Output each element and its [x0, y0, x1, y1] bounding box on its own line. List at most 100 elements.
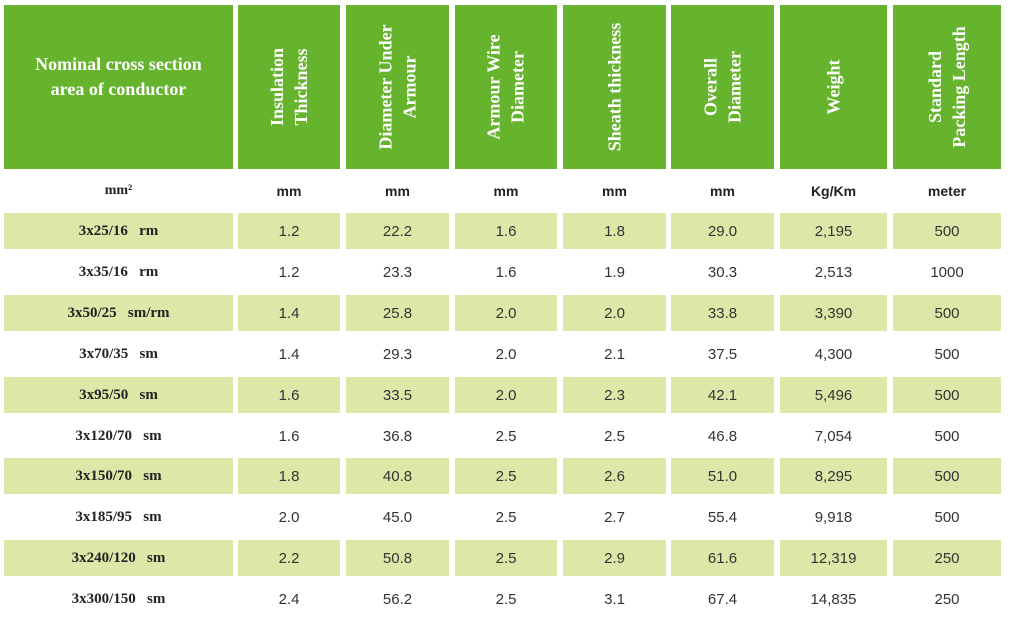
table-row-label: 3x120/70 sm	[75, 427, 162, 444]
table-cell: 2.5	[455, 540, 557, 576]
table-cell: 1.2	[278, 263, 300, 281]
table-cell: 1.6	[278, 427, 300, 445]
table-cell: 2.2	[238, 540, 340, 576]
unit-label: mm	[602, 183, 627, 199]
header-insulation-thickness: Insulation Thickness	[238, 5, 340, 169]
table-cell: 1.8	[563, 213, 666, 249]
table-cell: 42.1	[671, 377, 774, 413]
table-cell: 45.0	[382, 508, 413, 526]
table-cell: 2.0	[278, 508, 300, 526]
table-cell: 1.9	[604, 263, 625, 281]
table-cell: 1.4	[278, 345, 300, 363]
unit-label: meter	[927, 183, 967, 199]
table-cell: 1000	[930, 263, 964, 281]
table-cell: 30.3	[707, 263, 738, 281]
table-row-label: 3x70/35 sm	[79, 345, 158, 362]
table-cell: 500	[893, 458, 1001, 494]
unit-label: mm²	[104, 183, 133, 198]
table-cell: 25.8	[346, 295, 449, 331]
table-row-label: 3x95/50 sm	[4, 377, 233, 413]
table-cell: 2.6	[563, 458, 666, 494]
table-cell: 33.5	[346, 377, 449, 413]
table-cell: 29.0	[671, 213, 774, 249]
table-cell: 2.0	[455, 377, 557, 413]
table-cell: 4,300	[814, 345, 853, 363]
table-cell: 500	[934, 345, 960, 363]
table-cell: 1.6	[455, 213, 557, 249]
table-cell: 50.8	[346, 540, 449, 576]
table-row-label: 3x185/95 sm	[75, 508, 162, 525]
table-row-label: 3x35/16 rm	[78, 263, 159, 280]
table-cell: 2.5	[495, 508, 517, 526]
table-cell: 2.1	[604, 345, 625, 363]
unit-label: mm	[276, 183, 302, 199]
table-row-label: 3x50/25 sm/rm	[4, 295, 233, 331]
table-cell: 36.8	[382, 427, 413, 445]
table-row-label: 3x150/70 sm	[4, 458, 233, 494]
table-cell: 1.6	[495, 263, 517, 281]
table-cell: 2,513	[814, 263, 853, 281]
header-insulation-thickness-label: Insulation Thickness	[267, 47, 311, 127]
unit-label: mm	[493, 183, 519, 199]
table-cell: 2.5	[495, 427, 517, 445]
header-sheath-thickness-label: Sheath thickness	[604, 22, 625, 152]
header-nominal-cross-section: Nominal cross section area of conductor	[4, 5, 233, 169]
table-cell: 5,496	[780, 377, 887, 413]
unit-label: mm	[385, 183, 410, 199]
header-overall-diameter-label: Overall Diameter	[700, 51, 745, 123]
table-cell: 37.5	[707, 345, 738, 363]
table-cell: 67.4	[707, 590, 738, 608]
table-cell: 2.3	[563, 377, 666, 413]
header-sheath-thickness: Sheath thickness	[563, 5, 666, 169]
table-cell: 250	[934, 590, 960, 608]
table-cell: 500	[934, 508, 960, 526]
table-cell: 2.7	[604, 508, 625, 526]
table-cell: 1.4	[238, 295, 340, 331]
table-cell: 2.0	[455, 295, 557, 331]
table-cell: 1.8	[238, 458, 340, 494]
header-standard-packing-length: Standard Packing Length	[893, 5, 1001, 169]
table-cell: 2.5	[495, 590, 517, 608]
header-armour-wire-diameter-label: Armour Wire Diameter	[484, 34, 529, 140]
table-cell: 2.5	[455, 458, 557, 494]
table-cell: 500	[893, 213, 1001, 249]
table-cell: 8,295	[780, 458, 887, 494]
table-cell: 3,390	[780, 295, 887, 331]
table-row-label: 3x240/120 sm	[4, 540, 233, 576]
header-diameter-under-armour: Diameter Under Armour	[346, 5, 449, 169]
table-cell: 2,195	[780, 213, 887, 249]
table-cell: 12,319	[780, 540, 887, 576]
table-cell: 55.4	[707, 508, 738, 526]
header-weight: Weight	[780, 5, 887, 169]
header-weight-label: Weight	[823, 59, 844, 115]
table-cell: 14,835	[810, 590, 857, 608]
table-cell: 2.0	[495, 345, 517, 363]
header-standard-packing-length-label: Standard Packing Length	[925, 26, 969, 148]
header-diameter-under-armour-label: Diameter Under Armour	[375, 24, 420, 150]
table-cell: 2.4	[278, 590, 300, 608]
table-cell: 2.9	[563, 540, 666, 576]
table-cell: 3.1	[604, 590, 625, 608]
table-cell: 500	[934, 427, 960, 445]
table-cell: 9,918	[814, 508, 853, 526]
table-cell: 56.2	[382, 590, 413, 608]
header-nominal-cross-section-label: Nominal cross section area of conductor	[35, 54, 202, 99]
table-cell: 7,054	[814, 427, 853, 445]
table-row-label: 3x300/150 sm	[71, 590, 166, 607]
table-cell: 61.6	[671, 540, 774, 576]
table-cell: 2.5	[604, 427, 625, 445]
table-cell: 23.3	[382, 263, 413, 281]
table-cell: 22.2	[346, 213, 449, 249]
header-overall-diameter: Overall Diameter	[671, 5, 774, 169]
table-cell: 1.6	[238, 377, 340, 413]
table-cell: 51.0	[671, 458, 774, 494]
table-cell: 33.8	[671, 295, 774, 331]
table-row-label: 3x25/16 rm	[4, 213, 233, 249]
table-cell: 29.3	[382, 345, 413, 363]
table-cell: 250	[893, 540, 1001, 576]
table-cell: 40.8	[346, 458, 449, 494]
header-armour-wire-diameter: Armour Wire Diameter	[455, 5, 557, 169]
table-cell: 500	[893, 295, 1001, 331]
table-cell: 500	[893, 377, 1001, 413]
